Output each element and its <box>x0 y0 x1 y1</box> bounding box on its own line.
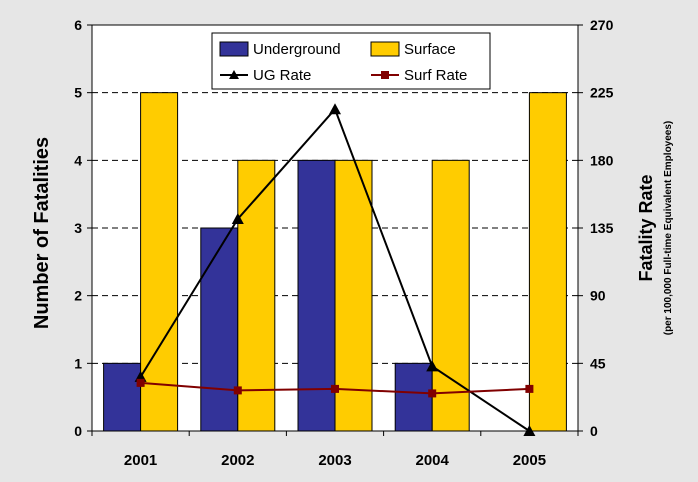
line-series <box>134 103 536 436</box>
y2-tick-label: 0 <box>590 423 598 439</box>
legend-swatch-surface <box>370 41 400 57</box>
y-tick-label: 5 <box>74 85 82 101</box>
y2-tick-label: 90 <box>590 288 606 304</box>
legend-label-surf-rate: Surf Rate <box>404 67 467 84</box>
legend-marker-surf-rate <box>381 71 389 79</box>
marker-surf-rate <box>331 384 339 393</box>
bar-underground <box>103 362 142 432</box>
y-tick-label: 0 <box>74 423 82 439</box>
marker-surf-rate <box>428 389 437 398</box>
bar-surface <box>431 159 470 432</box>
x-tick-label: 2004 <box>416 452 450 469</box>
y-tick-label: 4 <box>74 152 82 168</box>
marker-ug-rate <box>523 425 536 436</box>
legend-label-ug-rate: UG Rate <box>253 67 311 84</box>
axes <box>87 24 583 436</box>
y-tick-label: 1 <box>74 355 82 371</box>
x-tick-label: 2005 <box>513 452 546 469</box>
x-tick-label: 2003 <box>318 452 351 469</box>
y2-tick-label: 225 <box>590 85 614 101</box>
x-tick-label: 2002 <box>221 452 254 469</box>
bar-surface <box>237 159 276 432</box>
legend-marker-ug-rate <box>229 70 239 79</box>
marker-ug-rate <box>329 103 341 115</box>
marker-surf-rate <box>525 384 534 393</box>
y-tick-label: 6 <box>74 17 82 33</box>
marker-surf-rate <box>233 386 242 395</box>
bar-underground <box>297 159 336 432</box>
marker-ug-rate <box>426 360 439 372</box>
legend: Underground Surface UG Rate Surf Rate <box>211 32 491 90</box>
y-axis-title: Number of Fatalities <box>31 137 53 329</box>
legend-box <box>211 32 491 90</box>
y2-tick-label: 135 <box>590 220 614 236</box>
y2-axis-subtitle: (per 100,000 Full-time Equivalent Employ… <box>663 121 674 336</box>
y2-tick-label: 270 <box>590 17 614 33</box>
bar-series <box>103 92 567 432</box>
y2-axis-title: Fatality Rate <box>636 174 656 281</box>
marker-surf-rate <box>136 378 145 387</box>
x-tick-label: 2001 <box>124 452 157 469</box>
y-tick-label: 3 <box>74 220 82 236</box>
bar-underground <box>200 227 239 432</box>
bar-underground <box>394 362 433 432</box>
y-tick-label: 2 <box>74 288 82 304</box>
legend-label-surface: Surface <box>404 41 456 58</box>
bar-surface <box>140 92 179 432</box>
bar-surface <box>528 92 567 432</box>
y2-tick-label: 180 <box>590 152 614 168</box>
y2-tick-label: 45 <box>590 355 606 371</box>
legend-swatch-underground <box>219 41 249 57</box>
marker-ug-rate <box>231 212 244 224</box>
legend-label-underground: Underground <box>253 41 341 58</box>
